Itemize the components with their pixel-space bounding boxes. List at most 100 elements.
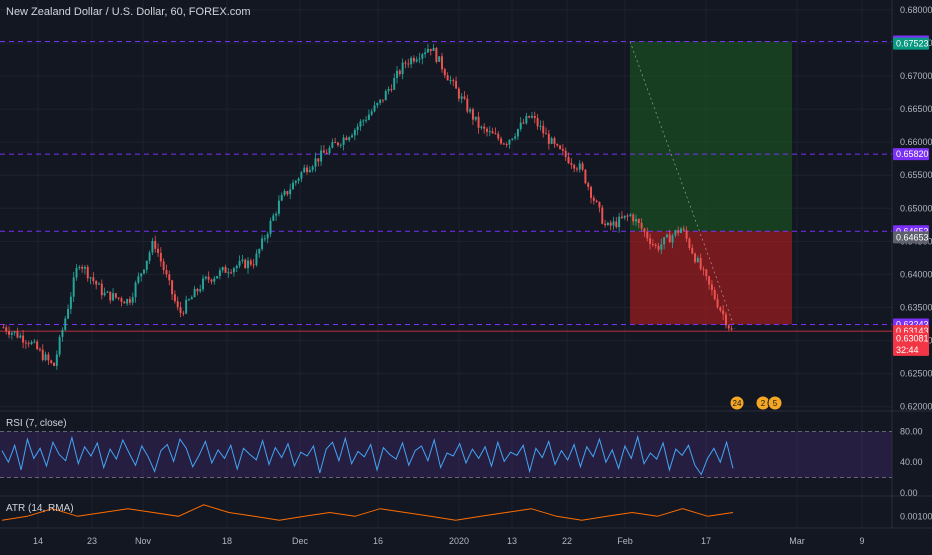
candle-body (162, 261, 165, 271)
candle-body (463, 96, 466, 99)
time-tick-label: 2020 (449, 536, 469, 546)
candle-body (590, 186, 593, 198)
candle-body (289, 189, 292, 195)
candle-body (266, 233, 269, 239)
candle-body (342, 137, 345, 145)
candle-body (283, 191, 286, 196)
price-tag (893, 148, 929, 161)
candle-body (328, 147, 331, 154)
candle-body (126, 299, 129, 304)
candle-body (55, 354, 58, 366)
candle-body (103, 292, 106, 296)
candle-body (171, 280, 174, 295)
candle-body (657, 245, 660, 250)
candle-body (275, 213, 278, 216)
candle-body (615, 221, 618, 227)
rsi-tick-label: 0.00 (900, 488, 918, 498)
candle-body (508, 139, 511, 145)
time-tick-label: 17 (701, 536, 711, 546)
rsi-label: RSI (7, close) (6, 418, 67, 429)
candle-body (471, 109, 474, 120)
candle-body (98, 283, 100, 285)
atr-line (1, 504, 734, 521)
candle-body (64, 318, 67, 330)
candle-body (612, 221, 615, 226)
candle-body (441, 56, 443, 70)
candle-body (384, 91, 387, 101)
candle-body (457, 88, 460, 99)
candle-body (727, 325, 730, 329)
candle-body (303, 167, 306, 173)
candle-body (187, 299, 190, 301)
candle-body (654, 244, 657, 246)
candle-body (553, 138, 556, 144)
candle-body (516, 129, 519, 137)
candle-body (426, 48, 429, 53)
price-tick-label: 0.66000 (900, 137, 932, 147)
candle-body (221, 267, 224, 271)
candle-body (587, 183, 590, 187)
candle-body (13, 331, 16, 333)
price-tag-label: 0.64653 (896, 232, 929, 242)
candle-body (519, 122, 522, 130)
candle-body (109, 291, 112, 301)
candle-body (30, 341, 33, 345)
candle-body (5, 327, 8, 332)
price-tag (893, 343, 929, 356)
candle-body (367, 114, 370, 120)
candle-body (216, 276, 219, 279)
price-tag-label: 32:44 (896, 345, 919, 355)
candle-body (699, 257, 702, 270)
candle-body (398, 70, 401, 75)
candle-body (724, 314, 727, 326)
candle-body (649, 238, 652, 245)
candle-body (370, 111, 373, 115)
candle-body (410, 57, 413, 65)
price-tick-label: 0.62500 (900, 369, 932, 379)
candle-body (618, 216, 621, 227)
candle-body (311, 166, 314, 170)
candle-body (396, 70, 399, 79)
candle-body (235, 265, 238, 269)
candle-body (202, 278, 205, 290)
candle-body (722, 310, 725, 315)
candle-body (232, 268, 235, 273)
candle-body (404, 62, 407, 64)
candle-body (623, 215, 626, 218)
candle-body (567, 156, 570, 164)
price-tick-label: 0.67000 (900, 71, 932, 81)
event-badge-label: 2 (761, 399, 766, 408)
candle-body (651, 244, 654, 246)
candle-body (241, 259, 244, 262)
candle-body (488, 131, 491, 133)
candle-body (362, 120, 365, 122)
candle-body (663, 237, 666, 245)
candle-body (559, 145, 562, 149)
candle-body (2, 327, 5, 329)
candle-body (179, 307, 182, 313)
candle-body (306, 167, 309, 173)
candle-body (22, 335, 25, 343)
candle-body (331, 142, 334, 148)
candle-body (486, 128, 488, 132)
candle-body (373, 105, 376, 112)
candle-body (182, 312, 185, 314)
candle-body (277, 200, 280, 214)
candle-body (643, 228, 646, 232)
candle-body (348, 137, 351, 141)
candle-body (626, 215, 629, 217)
candle-body (294, 180, 297, 183)
candle-body (449, 80, 452, 82)
candle-body (415, 59, 418, 62)
candle-body (606, 222, 609, 226)
candle-body (230, 272, 233, 274)
candle-body (255, 253, 258, 266)
candle-body (249, 260, 252, 265)
candle-body (660, 244, 663, 250)
candle-body (336, 142, 339, 146)
candle-body (601, 207, 604, 224)
candle-body (61, 329, 64, 337)
candle-body (581, 163, 584, 170)
